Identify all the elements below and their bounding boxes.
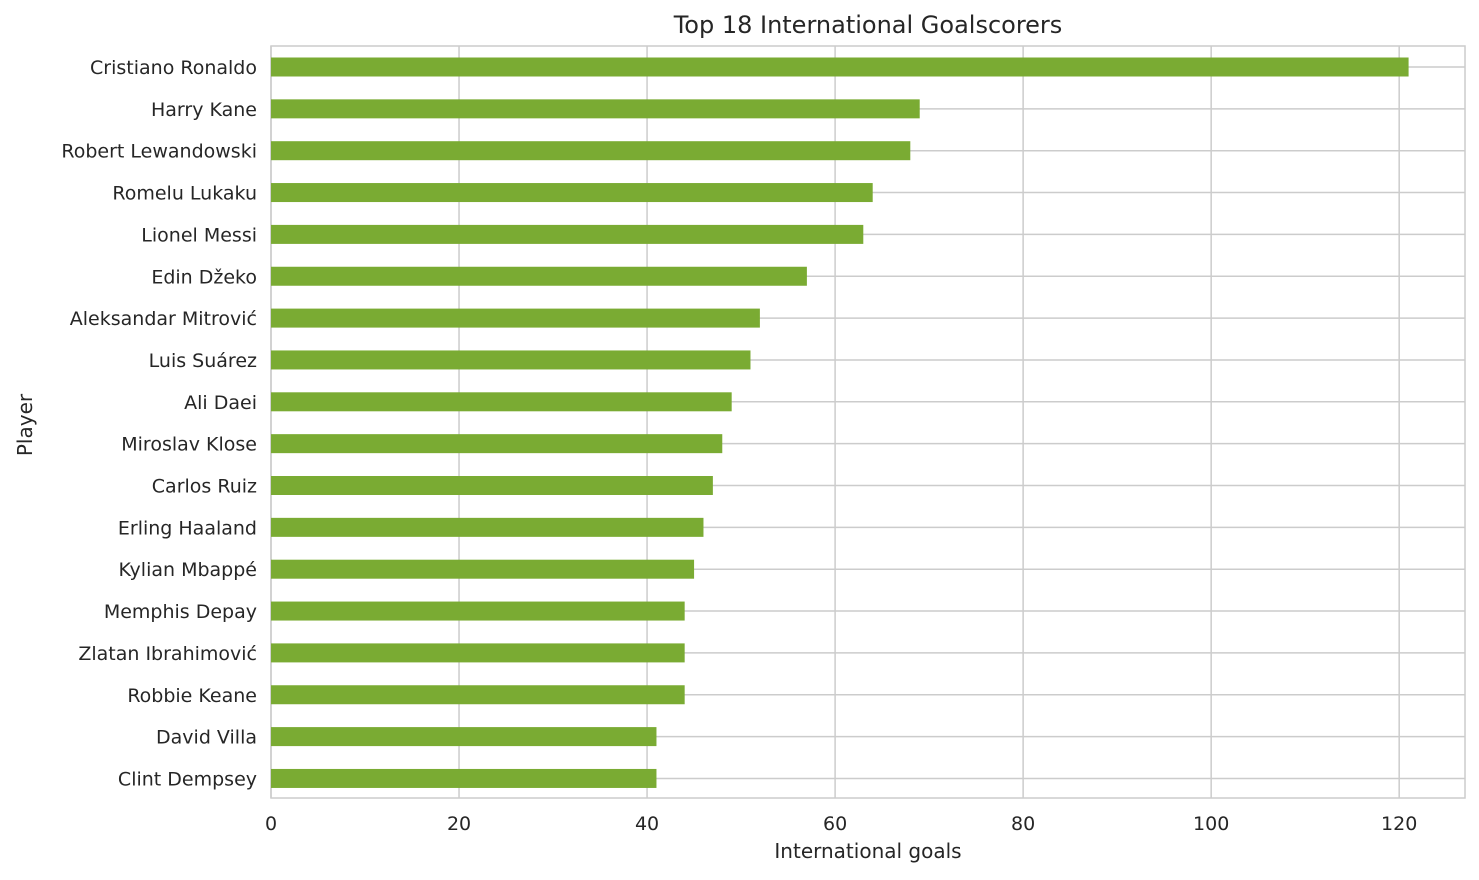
y-tick-label: Ali Daei	[184, 392, 257, 414]
y-tick-label: Edin Džeko	[151, 266, 257, 288]
y-tick-label: Harry Kane	[151, 99, 257, 121]
bar	[271, 601, 685, 621]
y-tick-label: Clint Dempsey	[118, 768, 257, 790]
bars	[271, 57, 1409, 788]
y-tick-labels: Cristiano Ronaldo Harry Kane Robert Lewand…	[61, 57, 257, 790]
y-tick-label: Zlatan Ibrahimović	[78, 643, 257, 665]
bar	[271, 517, 704, 537]
bar	[271, 141, 911, 161]
plot-area	[270, 45, 1466, 799]
y-tick-label: David Villa	[156, 727, 257, 749]
x-tick-label: 0	[265, 813, 277, 835]
x-axis-label: International goals	[774, 839, 961, 863]
y-tick-label: Robert Lewandowski	[61, 141, 257, 163]
y-tick-label: Luis Suárez	[149, 350, 257, 372]
bar	[271, 308, 760, 328]
y-tick-label: Miroslav Klose	[121, 434, 257, 456]
x-tick-label: 40	[635, 813, 659, 835]
bar	[271, 643, 685, 663]
bar	[271, 99, 920, 119]
y-tick-label: Kylian Mbappé	[118, 559, 257, 581]
bar	[271, 224, 864, 244]
bar	[271, 350, 751, 370]
bar	[271, 727, 657, 747]
bar	[271, 183, 873, 203]
bar	[271, 685, 685, 705]
x-tick-label: 20	[447, 813, 471, 835]
y-axis-label: Player	[13, 393, 37, 456]
bar	[271, 57, 1409, 77]
x-tick-label: 80	[1011, 813, 1035, 835]
y-tick-label: Erling Haaland	[118, 517, 257, 539]
y-tick-label: Romelu Lukaku	[112, 183, 257, 205]
y-tick-label: Memphis Depay	[104, 601, 257, 623]
bar	[271, 476, 713, 495]
bar	[271, 392, 732, 412]
y-tick-label: Cristiano Ronaldo	[90, 57, 257, 79]
y-tick-label: Lionel Messi	[141, 224, 257, 246]
x-tick-label: 100	[1193, 813, 1229, 835]
y-tick-label: Aleksandar Mitrović	[70, 308, 257, 330]
x-tick-label: 60	[823, 813, 847, 835]
x-tick-label: 120	[1381, 813, 1417, 835]
chart-title: Top 18 International Goalscorers	[673, 11, 1063, 39]
x-tick-labels: 0 20 40 60 80 100 120	[265, 813, 1417, 835]
y-tick-label: Carlos Ruiz	[152, 476, 257, 498]
bar	[271, 768, 657, 788]
bar	[271, 434, 723, 454]
y-tick-label: Robbie Keane	[127, 685, 257, 707]
bar	[271, 266, 807, 286]
bar	[271, 559, 695, 579]
